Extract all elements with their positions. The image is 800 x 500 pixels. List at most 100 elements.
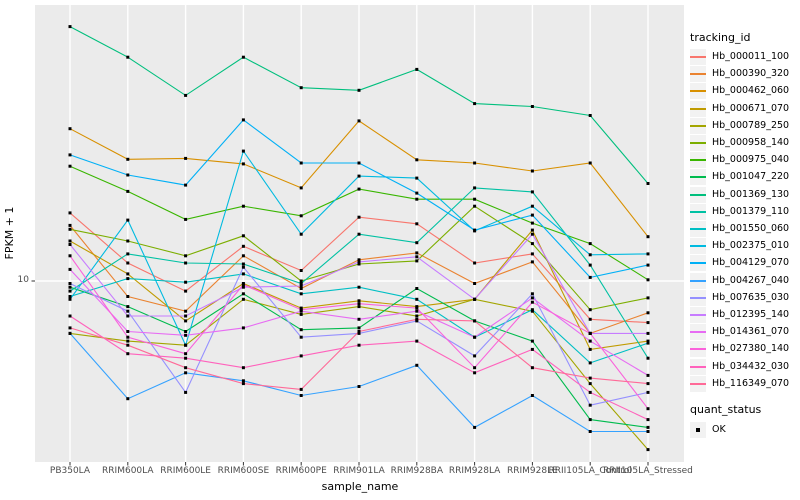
legend-key-black-square-icon <box>690 422 706 438</box>
x-tick-label: RRII105LA_Control <box>548 466 632 476</box>
data-point-Hb_007635_030 <box>241 265 245 269</box>
legend-line-swatch <box>690 245 706 248</box>
data-point-Hb_027380_140 <box>299 308 303 312</box>
data-point-Hb_002375_010 <box>241 149 245 153</box>
data-point-Hb_000958_140 <box>126 239 130 243</box>
data-point-Hb_000011_100 <box>473 261 477 265</box>
data-point-Hb_002375_010 <box>646 252 650 256</box>
x-tick-label: RRIM928BA <box>390 466 444 476</box>
data-point-Hb_000975_040 <box>184 217 188 221</box>
x-tick-label: RRII105LA_Stressed <box>603 466 693 476</box>
data-point-Hb_004129_070 <box>588 275 592 279</box>
data-point-Hb_004267_040 <box>415 363 419 367</box>
data-point-Hb_000789_250 <box>415 314 419 318</box>
data-point-Hb_027380_140 <box>241 283 245 287</box>
data-point-Hb_001047_220 <box>126 305 130 309</box>
data-point-Hb_000390_320 <box>357 258 361 262</box>
legend-line-swatch <box>690 262 706 265</box>
data-point-Hb_116349_070 <box>415 317 419 321</box>
data-point-Hb_014361_070 <box>415 309 419 313</box>
data-point-Hb_004129_070 <box>530 213 534 217</box>
legend-label: Hb_000011_100 <box>712 51 790 62</box>
data-point-Hb_012395_140 <box>241 285 245 289</box>
data-point-Hb_027380_140 <box>530 300 534 304</box>
legend-key-line-icon <box>690 66 706 83</box>
data-point-Hb_000390_320 <box>646 311 650 315</box>
data-point-Hb_000789_250 <box>357 305 361 309</box>
data-point-Hb_116349_070 <box>588 376 592 380</box>
data-point-Hb_000671_070 <box>530 228 534 232</box>
data-point-Hb_004129_070 <box>415 191 419 195</box>
legend-key-line-icon <box>690 221 706 237</box>
legend-label: Hb_001379_110 <box>712 205 790 217</box>
data-point-Hb_004129_070 <box>241 118 245 122</box>
data-point-Hb_034432_030 <box>126 352 130 356</box>
data-point-Hb_000958_140 <box>184 254 188 258</box>
legend-line-swatch <box>690 124 706 127</box>
data-point-Hb_001047_220 <box>299 328 303 332</box>
data-point-Hb_000975_040 <box>415 197 419 201</box>
legend-line-swatch <box>690 382 706 385</box>
data-point-Hb_116349_070 <box>241 382 245 386</box>
legend-key-line-icon <box>690 169 706 186</box>
legend-label: Hb_001369_130 <box>712 188 790 200</box>
data-point-Hb_001379_110 <box>299 282 303 285</box>
legend-line-swatch <box>690 159 706 162</box>
legend-key-line-icon <box>690 83 706 100</box>
data-point-Hb_004267_040 <box>299 394 303 397</box>
legend-label: Hb_000975_040 <box>712 154 790 166</box>
data-point-Hb_001369_130 <box>68 25 72 29</box>
legend-key-line-icon <box>690 152 706 169</box>
data-point-Hb_000462_060 <box>473 161 477 165</box>
data-point-Hb_001369_130 <box>530 105 534 108</box>
data-point-Hb_116349_070 <box>184 366 188 370</box>
data-point-Hb_000958_140 <box>473 204 477 208</box>
data-point-Hb_116349_070 <box>357 330 361 333</box>
data-point-Hb_000671_070 <box>68 239 72 243</box>
data-point-Hb_014361_070 <box>588 339 592 343</box>
data-point-Hb_000958_140 <box>241 234 245 238</box>
data-point-Hb_012395_140 <box>473 297 477 301</box>
data-point-Hb_007635_030 <box>588 403 592 407</box>
data-point-Hb_116349_070 <box>126 343 130 347</box>
legend-label: Hb_034432_030 <box>712 360 790 372</box>
data-point-Hb_000975_040 <box>530 221 534 225</box>
data-point-Hb_000462_060 <box>357 119 361 123</box>
data-point-Hb_027380_140 <box>415 306 419 310</box>
legend-label: Hb_012395_140 <box>712 309 790 320</box>
data-point-Hb_001379_110 <box>530 190 534 194</box>
data-point-Hb_007635_030 <box>126 309 130 313</box>
data-point-Hb_000462_060 <box>415 158 419 162</box>
data-point-Hb_007635_030 <box>68 282 72 285</box>
x-tick-label: RRIM600LE <box>160 466 211 476</box>
data-point-Hb_014361_070 <box>473 335 477 339</box>
data-point-Hb_001369_130 <box>588 114 592 117</box>
data-point-Hb_000390_320 <box>68 223 72 227</box>
legend-label: Hb_001550_060 <box>712 223 790 234</box>
data-point-Hb_014361_070 <box>184 333 188 337</box>
x-tick-label: RRIM928LA <box>448 466 501 476</box>
data-point-Hb_000462_060 <box>68 127 72 131</box>
legend-label: Hb_004129_070 <box>712 257 790 269</box>
data-point-Hb_000671_070 <box>126 272 130 276</box>
data-point-Hb_000671_070 <box>357 299 361 303</box>
data-point-Hb_000958_140 <box>357 262 361 266</box>
data-point-Hb_001550_060 <box>126 277 130 281</box>
data-point-Hb_001550_060 <box>68 295 72 298</box>
legend-line-swatch <box>690 365 706 368</box>
data-point-Hb_012395_140 <box>530 232 534 236</box>
legend-key-line-icon <box>690 117 706 134</box>
legend-line-swatch <box>690 176 706 179</box>
data-point-Hb_004267_040 <box>241 379 245 383</box>
legend-line-swatch <box>690 73 706 76</box>
data-point-Hb_004129_070 <box>184 183 188 187</box>
data-point-Hb_000958_140 <box>299 279 303 283</box>
legend-line-swatch <box>690 331 706 334</box>
data-point-Hb_001550_060 <box>299 292 303 296</box>
data-point-Hb_004267_040 <box>530 394 534 397</box>
x-axis-title: sample_name <box>321 480 399 493</box>
legend-line-swatch <box>690 348 706 351</box>
data-point-Hb_001379_110 <box>473 186 477 190</box>
data-point-Hb_000462_060 <box>241 162 245 166</box>
